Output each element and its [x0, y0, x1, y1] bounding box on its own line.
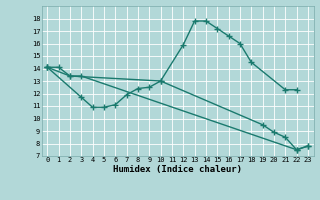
- X-axis label: Humidex (Indice chaleur): Humidex (Indice chaleur): [113, 165, 242, 174]
